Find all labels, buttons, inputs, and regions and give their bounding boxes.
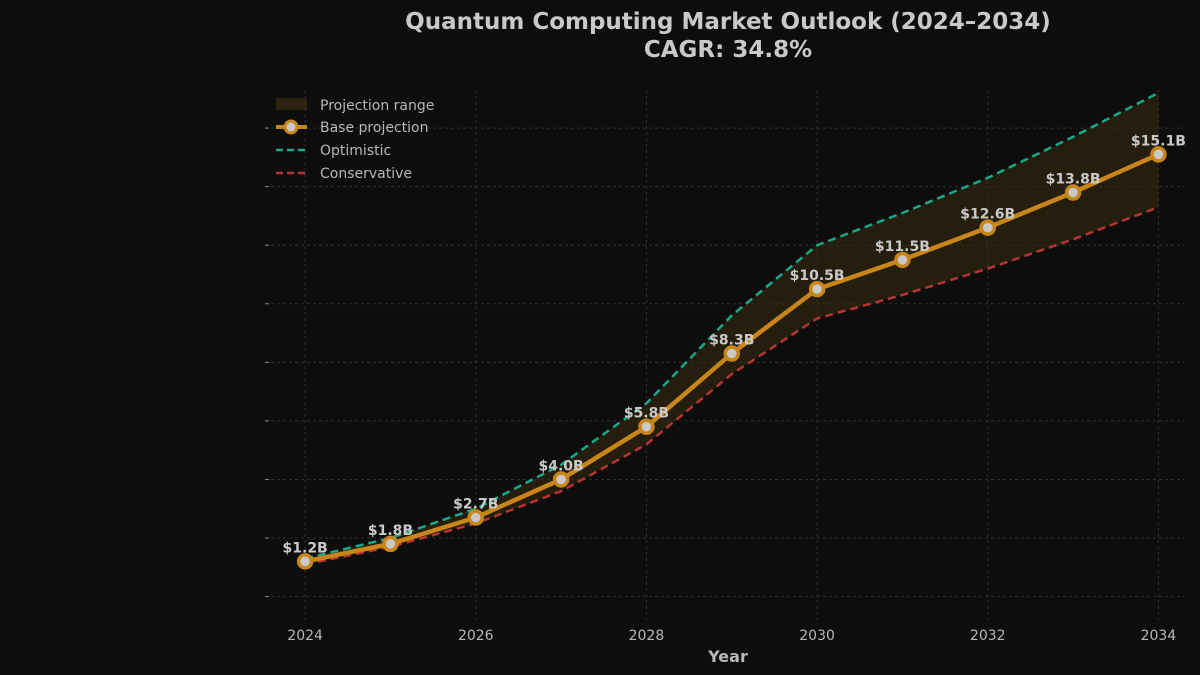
x-tick-label-2028: 2028 bbox=[629, 628, 665, 644]
data-label-2031: $11.5B bbox=[875, 239, 930, 255]
data-label-2034: $15.1B bbox=[1131, 133, 1186, 149]
legend: Projection range Base projection Optimis… bbox=[276, 98, 434, 182]
base-point-2033 bbox=[1064, 184, 1082, 201]
x-tick-label-2032: 2032 bbox=[970, 628, 1006, 644]
base-point-2025 bbox=[382, 535, 399, 553]
base-point-2034 bbox=[1150, 146, 1167, 163]
data-label-2026: $2.7B bbox=[453, 497, 498, 513]
projection-range-area bbox=[305, 92, 1159, 565]
legend-label-base: Base projection bbox=[320, 120, 428, 136]
line-conservative bbox=[304, 205, 1159, 566]
base-markers bbox=[296, 146, 1167, 570]
y-axis-ticks bbox=[265, 127, 269, 598]
base-point-2027 bbox=[552, 471, 570, 488]
data-labels: $1.2B $1.8B $2.7B $4.0B $5.8B $8.3B $10.5B $11.… bbox=[283, 133, 1186, 556]
data-label-2028: $5.8B bbox=[624, 406, 669, 422]
data-label-2027: $4.0B bbox=[539, 458, 584, 474]
data-label-2033: $13.8B bbox=[1046, 171, 1101, 187]
base-point-2028 bbox=[638, 418, 655, 435]
line-optimistic bbox=[304, 91, 1159, 560]
base-point-2030 bbox=[808, 280, 826, 298]
data-label-2025: $1.8B bbox=[368, 523, 413, 539]
data-label-2024: $1.2B bbox=[283, 540, 328, 556]
chart-title: Quantum Computing Market Outlook (2024–2… bbox=[405, 9, 1051, 35]
base-point-2026 bbox=[467, 509, 485, 526]
base-point-2031 bbox=[894, 251, 911, 269]
legend-marker-base bbox=[283, 119, 299, 135]
data-label-2032: $12.6B bbox=[960, 207, 1015, 223]
base-point-2032 bbox=[979, 219, 996, 236]
projection-range-band bbox=[305, 92, 1159, 565]
x-tick-label-2026: 2026 bbox=[458, 628, 494, 644]
legend-label-range: Projection range bbox=[320, 98, 434, 114]
legend-swatch-range bbox=[276, 98, 307, 110]
chart-subtitle: CAGR: 34.8% bbox=[644, 37, 812, 63]
x-axis-ticks: 2024 2026 2028 2030 2032 2034 bbox=[287, 628, 1176, 644]
x-axis-label: Year bbox=[707, 647, 748, 666]
legend-label-optimistic: Optimistic bbox=[320, 143, 391, 159]
data-label-2029: $8.3B bbox=[709, 333, 754, 349]
base-point-2024 bbox=[296, 553, 314, 570]
x-tick-label-2034: 2034 bbox=[1141, 628, 1177, 644]
base-point-2029 bbox=[723, 345, 741, 362]
legend-label-conservative: Conservative bbox=[320, 166, 412, 182]
x-tick-label-2030: 2030 bbox=[799, 628, 835, 644]
x-tick-label-2024: 2024 bbox=[287, 628, 323, 644]
data-label-2030: $10.5B bbox=[790, 268, 845, 284]
